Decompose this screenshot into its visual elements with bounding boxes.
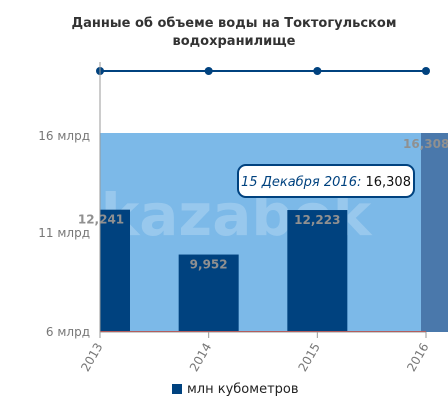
- navigator-point[interactable]: [313, 67, 322, 75]
- bar-2015[interactable]: [287, 210, 348, 332]
- tooltip-text: 15 Декабря 2016: 16,308: [241, 175, 411, 190]
- bar-2014[interactable]: [178, 254, 239, 332]
- x-tick-label: 2016: [404, 341, 431, 374]
- navigator: [96, 67, 430, 75]
- chart-title-line: Данные об объеме воды на Токтогульском: [72, 16, 397, 31]
- chart-title-line: водохранилище: [173, 34, 296, 49]
- bar-2016[interactable]: [421, 133, 448, 332]
- tooltip-value: 16,308: [365, 175, 411, 190]
- tooltip: 15 Декабря 2016: 16,308: [237, 164, 415, 198]
- data-label-2016: 16,308: [403, 137, 448, 151]
- navigator-point[interactable]: [204, 67, 213, 75]
- x-tick-label: 2014: [187, 341, 214, 374]
- chart-title: Данные об объеме воды на Токтогульском во…: [72, 16, 397, 49]
- y-tick-label: 11 млрд: [38, 226, 90, 240]
- legend[interactable]: млн кубометров: [172, 382, 299, 397]
- legend-swatch[interactable]: [172, 384, 182, 394]
- navigator-point[interactable]: [422, 67, 430, 75]
- data-label-2013: 12,241: [78, 213, 124, 227]
- tooltip-box: [237, 164, 415, 198]
- bar-2013[interactable]: [100, 209, 130, 332]
- data-label-2015: 12,223: [294, 213, 340, 227]
- y-tick-label: 6 млрд: [46, 325, 90, 339]
- legend-label[interactable]: млн кубометров: [187, 382, 299, 397]
- tooltip-date: 15 Декабря 2016:: [241, 175, 365, 190]
- x-tick-label: 2015: [296, 341, 323, 374]
- y-tick-label: 16 млрд: [38, 129, 90, 143]
- x-tick-label: 2013: [78, 341, 105, 374]
- data-label-2014: 9,952: [190, 258, 228, 272]
